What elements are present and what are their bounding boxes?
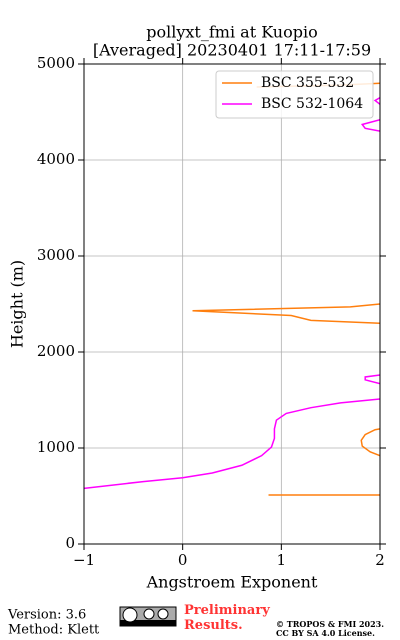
version: Version: 3.6 xyxy=(7,608,86,623)
y-tick-label: 3000 xyxy=(37,246,75,264)
chart-title: pollyxt_fmi at Kuopio xyxy=(146,23,317,42)
y-tick-label: 1000 xyxy=(37,438,75,456)
x-tick-label: 2 xyxy=(375,551,385,569)
method: Method: Klett xyxy=(8,623,100,638)
license: CC BY SA 4.0 License. xyxy=(276,628,375,638)
y-tick-label: 0 xyxy=(65,534,75,552)
x-tick-label: 0 xyxy=(178,551,188,569)
chart-subtitle: [Averaged] 20230401 17:11-17:59 xyxy=(93,41,371,60)
y-tick-label: 2000 xyxy=(37,342,75,360)
x-tick-label: 1 xyxy=(277,551,287,569)
data-line xyxy=(84,96,380,490)
data-line xyxy=(192,82,380,496)
x-tick-label: −1 xyxy=(73,551,95,569)
copyright: © TROPOS & FMI 2023. xyxy=(276,619,384,629)
legend-label: BSC 532-1064 xyxy=(261,96,363,112)
legend-label: BSC 355-532 xyxy=(261,75,354,91)
y-tick-label: 4000 xyxy=(37,150,75,168)
plot-frame xyxy=(83,63,381,545)
y-tick-label: 5000 xyxy=(37,54,75,72)
x-axis-label: Angstroem Exponent xyxy=(146,573,318,592)
notice: Preliminary Results. xyxy=(184,603,270,633)
legend-box xyxy=(215,70,374,119)
y-axis-label: Height (m) xyxy=(8,260,27,348)
cc-logo xyxy=(119,606,177,627)
